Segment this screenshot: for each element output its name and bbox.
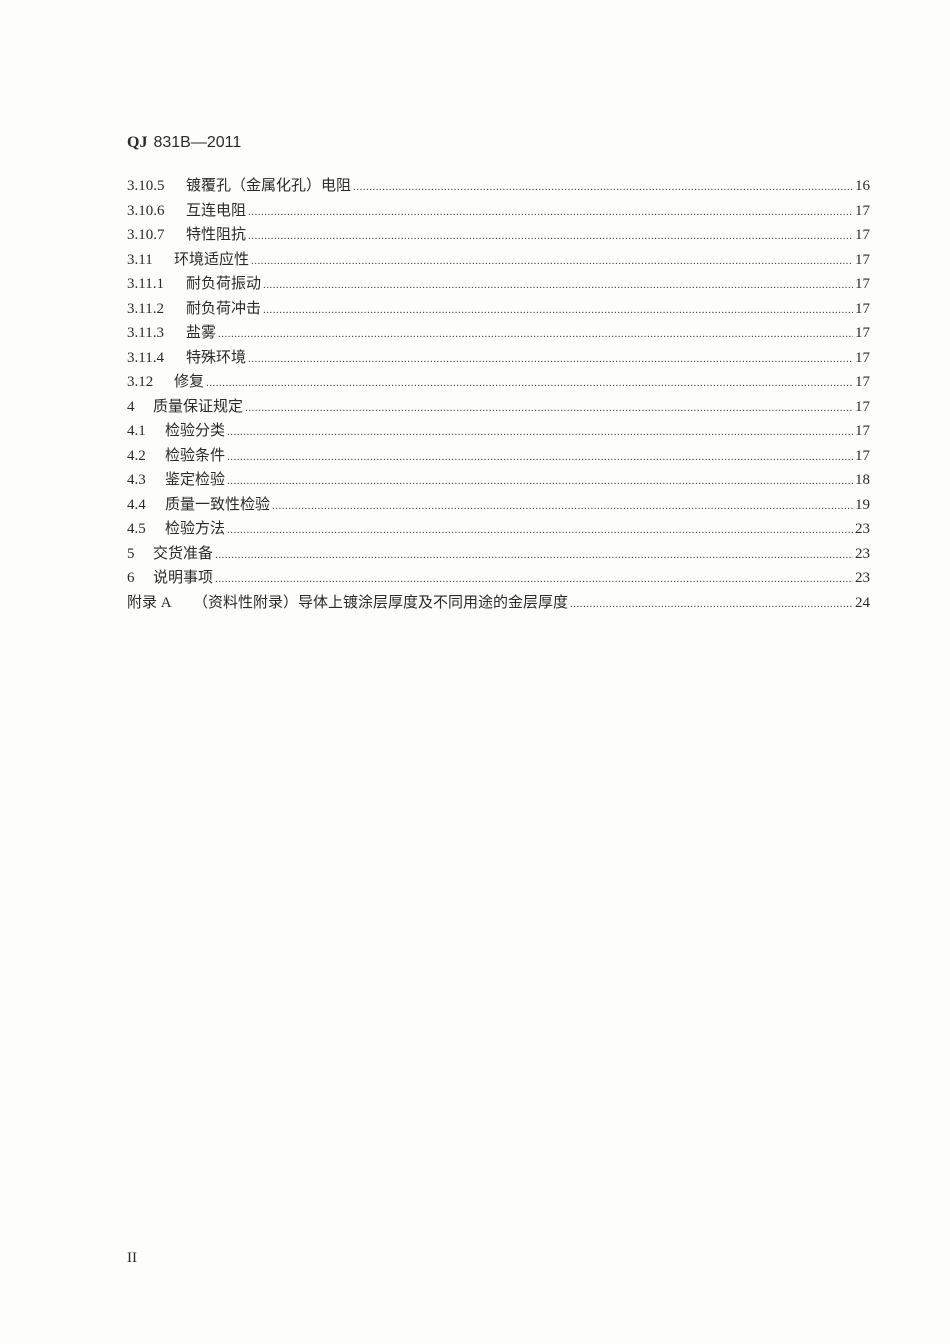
toc-entry[interactable]: 3.11.4 特殊环境 17 xyxy=(127,346,870,371)
toc-entry-title: 环境适应性 xyxy=(174,251,250,268)
toc-entry-number: 6 xyxy=(127,570,135,586)
toc-entry-page: 19 xyxy=(855,496,870,513)
toc-entry[interactable]: 3.11.3 盐雾 17 xyxy=(127,321,870,346)
toc-entry[interactable]: 3.10.5 镀覆孔（金属化孔）电阻 16 xyxy=(127,174,870,199)
toc-entry-number: 4.3 xyxy=(127,472,146,488)
toc-entry[interactable]: 4.4 质量一致性检验 19 xyxy=(127,493,870,518)
toc-entry[interactable]: 4 质量保证规定 17 xyxy=(127,395,870,420)
toc-entry-number: 附录 A xyxy=(127,594,172,611)
toc-entry[interactable]: 3.12 修复 17 xyxy=(127,370,870,395)
toc-entry-number: 3.11.2 xyxy=(127,300,164,317)
toc-entry-page: 17 xyxy=(855,202,870,219)
toc-entry[interactable]: 3.10.6 互连电阻 17 xyxy=(127,199,870,224)
toc-entry-number: 3.10.5 xyxy=(127,178,165,194)
toc-entry[interactable]: 3.11.2 耐负荷冲击 17 xyxy=(127,297,870,322)
dot-leader xyxy=(218,328,853,340)
toc-entry-page: 17 xyxy=(855,349,870,366)
dot-leader xyxy=(245,402,853,414)
toc-entry-page: 17 xyxy=(855,251,870,268)
toc-entry[interactable]: 4.1 检验分类 17 xyxy=(127,419,870,444)
toc-entry-page: 17 xyxy=(855,325,870,341)
dot-leader xyxy=(251,255,853,267)
table-of-contents: 3.10.5 镀覆孔（金属化孔）电阻 16 3.10.6 互连电阻 17 3.10.7 特性阻… xyxy=(127,174,870,615)
toc-entry-page: 17 xyxy=(855,423,870,439)
toc-entry-number: 3.11.1 xyxy=(127,276,164,292)
page-number: II xyxy=(127,1250,137,1266)
toc-entry-title: （资料性附录）导体上镀涂层厚度及不同用途的金层厚度 xyxy=(193,594,569,611)
toc-entry-page: 17 xyxy=(855,374,870,390)
toc-entry-number: 3.10.6 xyxy=(127,202,165,219)
toc-entry-page: 17 xyxy=(855,447,870,464)
toc-entry-title: 说明事项 xyxy=(153,570,214,586)
document-header: QJ 831B—2011 xyxy=(127,134,241,152)
toc-entry[interactable]: 3.10.7 特性阻抗 17 xyxy=(127,223,870,248)
toc-entry-title: 检验方法 xyxy=(165,521,226,537)
dot-leader xyxy=(570,598,853,610)
dot-leader xyxy=(215,549,853,561)
toc-entry-title: 耐负荷冲击 xyxy=(186,300,262,317)
toc-entry-title: 盐雾 xyxy=(186,325,217,341)
toc-entry-title: 互连电阻 xyxy=(186,202,247,219)
toc-entry-page: 23 xyxy=(855,570,870,586)
toc-entry-title: 耐负荷振动 xyxy=(186,276,262,292)
toc-entry-number: 4.4 xyxy=(127,496,146,513)
toc-entry-page: 17 xyxy=(855,276,870,292)
toc-entry-page: 17 xyxy=(855,227,870,243)
dot-leader xyxy=(263,304,853,316)
toc-entry-page: 16 xyxy=(855,178,870,194)
dot-leader xyxy=(248,206,853,218)
toc-entry-title: 检验条件 xyxy=(165,447,226,464)
toc-entry-title: 镀覆孔（金属化孔）电阻 xyxy=(186,178,352,194)
dot-leader xyxy=(227,426,853,438)
toc-entry-title: 检验分类 xyxy=(165,423,226,439)
toc-entry[interactable]: 4.3 鉴定检验 18 xyxy=(127,468,870,493)
toc-entry-number: 3.12 xyxy=(127,374,154,390)
toc-entry-title: 鉴定检验 xyxy=(165,472,226,488)
toc-entry-number: 4.1 xyxy=(127,423,146,439)
toc-entry-number: 4.5 xyxy=(127,521,146,537)
toc-entry[interactable]: 4.2 检验条件 17 xyxy=(127,444,870,469)
toc-entry-number: 4.2 xyxy=(127,447,146,464)
toc-entry-page: 17 xyxy=(855,300,870,317)
dot-leader xyxy=(215,573,853,585)
toc-entry-title: 特性阻抗 xyxy=(186,227,247,243)
dot-leader xyxy=(272,500,853,512)
toc-entry-page: 18 xyxy=(855,472,870,488)
toc-entry-page: 17 xyxy=(855,398,870,415)
toc-entry-title: 修复 xyxy=(174,374,205,390)
toc-entry[interactable]: 3.11.1 耐负荷振动 17 xyxy=(127,272,870,297)
dot-leader xyxy=(263,279,853,291)
toc-entry-title: 特殊环境 xyxy=(186,349,247,366)
toc-entry[interactable]: 附录 A （资料性附录）导体上镀涂层厚度及不同用途的金层厚度 24 xyxy=(127,591,870,616)
dot-leader xyxy=(227,451,853,463)
dot-leader xyxy=(227,475,853,487)
toc-entry-page: 23 xyxy=(855,521,870,537)
toc-entry-number: 4 xyxy=(127,398,135,415)
dot-leader xyxy=(248,353,853,365)
toc-entry-number: 3.11.4 xyxy=(127,349,164,366)
toc-entry[interactable]: 5 交货准备 23 xyxy=(127,542,870,567)
dot-leader xyxy=(353,181,853,193)
dot-leader xyxy=(227,524,853,536)
toc-entry-page: 23 xyxy=(855,545,870,562)
toc-entry-title: 质量一致性检验 xyxy=(165,496,271,513)
toc-entry-number: 3.11.3 xyxy=(127,325,164,341)
toc-entry-number: 5 xyxy=(127,545,135,562)
standard-code: 831B—2011 xyxy=(153,134,242,151)
standard-prefix: QJ xyxy=(127,134,148,151)
dot-leader xyxy=(206,377,853,389)
toc-entry-number: 3.11 xyxy=(127,251,153,268)
toc-entry[interactable]: 4.5 检验方法 23 xyxy=(127,517,870,542)
toc-entry[interactable]: 6 说明事项 23 xyxy=(127,566,870,591)
dot-leader xyxy=(248,230,853,242)
toc-entry-title: 质量保证规定 xyxy=(153,398,244,415)
toc-entry-title: 交货准备 xyxy=(153,545,214,562)
toc-entry-page: 24 xyxy=(855,594,870,611)
toc-entry[interactable]: 3.11 环境适应性 17 xyxy=(127,248,870,273)
toc-entry-number: 3.10.7 xyxy=(127,227,165,243)
